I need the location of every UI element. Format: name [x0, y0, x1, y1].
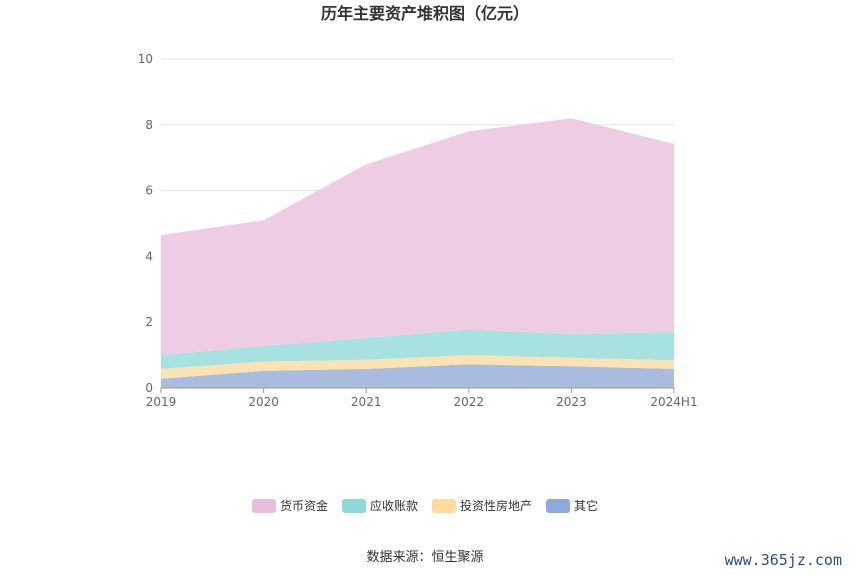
legend: 货币资金 应收账款 投资性房地产 其它	[0, 497, 850, 514]
y-tick-label: 0	[145, 381, 153, 395]
x-tick-label: 2023	[556, 395, 587, 409]
legend-swatch	[432, 498, 456, 513]
x-tick-label: 2024H1	[650, 395, 697, 409]
area-series	[161, 329, 674, 369]
chart-title: 历年主要资产堆积图（亿元）	[321, 4, 529, 23]
legend-label: 应收账款	[369, 499, 418, 513]
y-tick-label: 2	[145, 315, 153, 329]
legend-swatch	[341, 498, 366, 513]
area-series	[161, 118, 674, 356]
x-tick-label: 2019	[146, 395, 177, 409]
legend-item[interactable]: 其它	[546, 497, 598, 514]
y-tick-label: 8	[145, 118, 153, 132]
area-series	[161, 364, 674, 388]
legend-label: 其它	[574, 499, 599, 513]
x-tick-label: 2021	[351, 395, 382, 409]
legend-label: 货币资金	[279, 499, 328, 513]
legend-item[interactable]: 货币资金	[251, 497, 328, 514]
data-source: 数据来源：恒生聚源	[366, 550, 484, 565]
x-tick-label: 2022	[454, 395, 485, 409]
legend-item[interactable]: 应收账款	[341, 497, 418, 514]
y-tick-label: 10	[138, 52, 153, 66]
x-tick-label: 2020	[248, 395, 279, 409]
stacked-areas	[161, 118, 674, 388]
area-series	[161, 355, 674, 379]
y-tick-label: 4	[145, 249, 153, 263]
watermark: www.365jz.com	[724, 551, 842, 569]
legend-swatch	[251, 498, 276, 513]
y-tick-label: 6	[145, 184, 153, 198]
axes: 0 2 4 6 8 10 2019 2020 2021 2022 2023 2024H1	[138, 52, 698, 409]
legend-item[interactable]: 投资性房地产	[432, 497, 532, 514]
legend-swatch	[546, 498, 571, 513]
legend-label: 投资性房地产	[460, 499, 533, 513]
